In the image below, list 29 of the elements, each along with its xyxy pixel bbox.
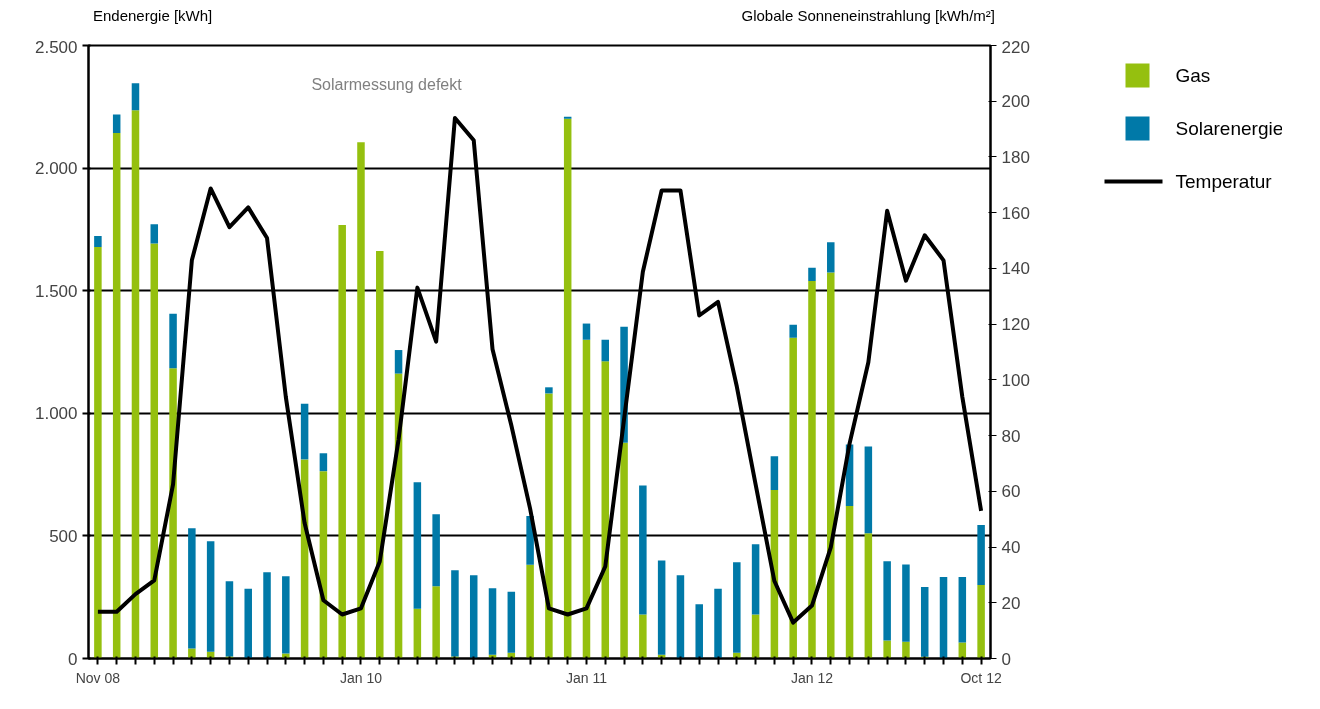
y-tick-label: 2.000	[34, 159, 78, 179]
x-tick-label: Nov 08	[75, 669, 121, 686]
y2-tick-label: 200	[1001, 92, 1030, 112]
y2-tick-label: 0	[1001, 649, 1011, 669]
y2-tick-label: 120	[1001, 315, 1030, 335]
y-tick-label: 500	[49, 526, 78, 546]
y2-tick-label: 180	[1001, 147, 1030, 167]
legend-label: Gas	[1175, 65, 1211, 86]
x-tick-label: Jan 11	[565, 669, 608, 686]
y2-tick-label: 100	[1001, 370, 1030, 390]
y2-axis-title: Globale Sonneneinstrahlung [kWh/m²]	[741, 6, 995, 26]
legend-label: Solarenergie	[1175, 118, 1284, 139]
annotation: Solarmessung defekt	[311, 75, 463, 93]
y2-tick-label: 160	[1001, 203, 1030, 223]
legend-label: Temperatur	[1175, 171, 1273, 192]
y2-tick-label: 20	[1001, 593, 1021, 613]
y2-tick-label: 140	[1001, 259, 1030, 279]
x-tick-label: Jan 12	[790, 669, 834, 686]
y2-tick-label: 80	[1001, 426, 1021, 446]
y-tick-label: 2.500	[34, 37, 78, 57]
y2-tick-label: 40	[1001, 538, 1021, 558]
y-tick-label: 0	[68, 649, 78, 669]
y-tick-label: 1.000	[34, 404, 78, 424]
y2-tick-label: 220	[1001, 37, 1030, 57]
y2-tick-label: 60	[1001, 482, 1021, 502]
x-tick-label: Oct 12	[960, 669, 1002, 686]
y-axis-title: Endenergie [kWh]	[93, 6, 213, 26]
y-tick-label: 1.500	[34, 281, 78, 301]
x-tick-label: Jan 10	[339, 669, 383, 686]
